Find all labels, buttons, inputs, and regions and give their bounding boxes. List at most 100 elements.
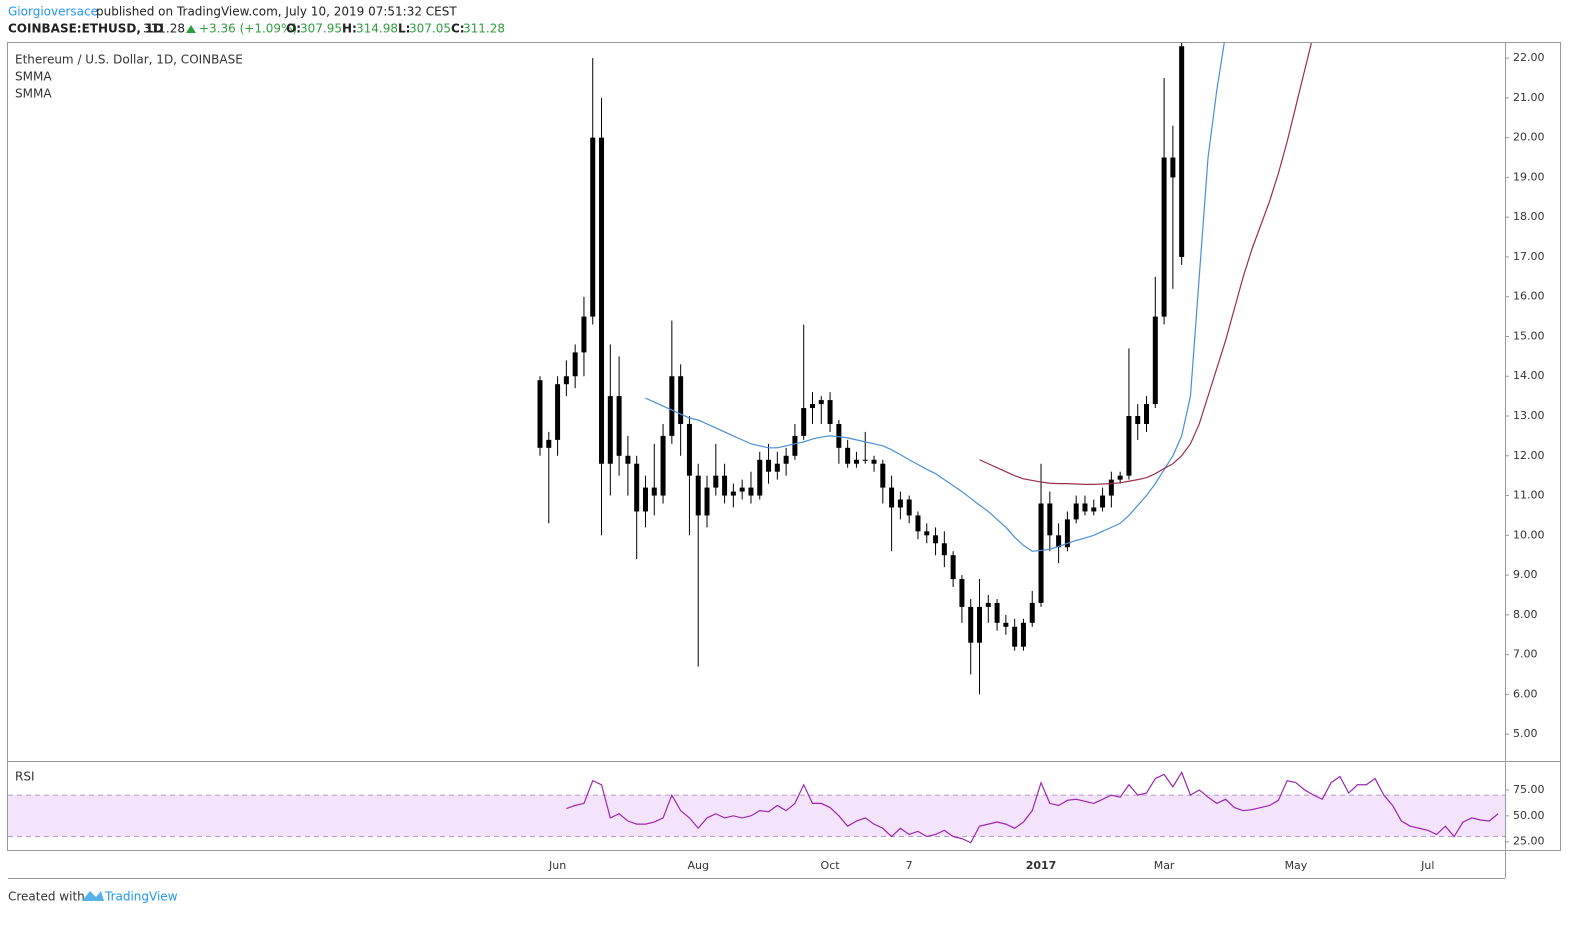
x-tick-label: Jul — [1420, 859, 1434, 872]
y-tick-label: 22.00 — [1513, 51, 1545, 64]
candle-body — [766, 459, 772, 472]
y-tick-label: 17.00 — [1513, 250, 1545, 263]
candle-body — [941, 543, 947, 556]
plot-area — [8, 770, 1505, 844]
y-tick-label: 15.00 — [1513, 329, 1545, 342]
candle-body — [616, 396, 622, 456]
candle-body — [686, 423, 692, 476]
candle-body — [590, 137, 596, 317]
candle-body — [1135, 416, 1141, 424]
candle-body — [1056, 535, 1062, 548]
candle-body — [1161, 157, 1167, 317]
candle-body — [563, 376, 569, 385]
up-arrow — [186, 25, 196, 33]
candle-body — [722, 475, 728, 496]
candle-body — [1100, 495, 1106, 508]
y-tick-label: 18.00 — [1513, 210, 1545, 223]
candle-body — [660, 435, 666, 496]
frame — [7, 42, 1561, 851]
y-tick-label: 75.00 — [1513, 783, 1545, 796]
candle-body — [1073, 503, 1079, 520]
smma-legend: SMMA — [15, 70, 52, 84]
y-tick-label: 7.00 — [1513, 648, 1538, 661]
candle-body — [818, 400, 824, 405]
x-tick-label: 7 — [906, 859, 913, 872]
candle-body — [1170, 157, 1176, 178]
close: 311.28 — [463, 22, 505, 36]
l-label: L: — [398, 22, 410, 36]
rsi-line — [566, 770, 1499, 844]
candle-body — [977, 606, 982, 643]
candle-body — [1117, 475, 1123, 480]
candle-body — [906, 499, 912, 516]
candle-body — [880, 463, 886, 488]
candle-body — [933, 535, 939, 544]
y-tick-label: 14.00 — [1513, 369, 1545, 382]
rsi-legend: RSI — [15, 770, 35, 784]
smma-legend: SMMA — [15, 87, 52, 101]
x-tick-label: May — [1285, 859, 1308, 872]
candle-body — [1020, 622, 1026, 647]
rsi-band — [8, 795, 1505, 837]
x-tick-label: Aug — [687, 859, 708, 872]
y-tick-label: 19.00 — [1513, 170, 1545, 183]
candle-body — [651, 487, 657, 496]
candle-body — [1091, 507, 1097, 512]
candle-body — [1064, 519, 1070, 548]
candle-body — [757, 459, 763, 496]
candle-body — [792, 435, 798, 456]
candle-body — [1179, 46, 1185, 257]
y-tick-label: 5.00 — [1513, 727, 1538, 740]
candle-body — [809, 404, 815, 409]
candle-body — [730, 491, 736, 496]
candle-body — [625, 455, 631, 464]
candle-body — [713, 475, 719, 488]
y-tick-label: 13.00 — [1513, 409, 1545, 422]
y-tick-label: 50.00 — [1513, 809, 1545, 822]
candle-body — [968, 606, 974, 643]
symbol-legend: Ethereum / U.S. Dollar, 1D, COINBASE — [15, 53, 243, 67]
candle-body — [572, 352, 578, 377]
open: 307.95 — [300, 22, 342, 36]
c-label: C: — [451, 22, 465, 36]
candle-body — [924, 531, 930, 536]
candle-body — [634, 463, 640, 512]
candle-body — [607, 396, 613, 464]
candle-body — [1029, 602, 1035, 623]
candle-body — [1038, 503, 1044, 603]
candle-body — [1144, 404, 1150, 424]
brand[interactable]: TradingView — [104, 890, 178, 904]
candle-body — [704, 487, 710, 516]
published: published on TradingView.com, July 10, 2… — [96, 5, 457, 19]
smma-line — [645, 43, 1225, 552]
x-tick-label: Jun — [548, 859, 566, 872]
y-tick-label: 20.00 — [1513, 131, 1545, 144]
y-tick-label: 25.00 — [1513, 835, 1545, 848]
candle-body — [845, 447, 851, 464]
candle-body — [827, 400, 833, 424]
tv-logo[interactable] — [82, 891, 104, 901]
x-tick-label: 2017 — [1026, 859, 1057, 872]
created-with: Created with — [8, 890, 85, 904]
o-label: O: — [286, 22, 301, 36]
candle-body — [546, 439, 552, 448]
candle-body — [783, 455, 789, 464]
y-tick-label: 10.00 — [1513, 528, 1545, 541]
candle-body — [1047, 503, 1053, 536]
candle-body — [889, 487, 895, 508]
candle-body — [950, 555, 956, 580]
candle-body — [915, 515, 921, 532]
y-tick-label: 12.00 — [1513, 449, 1545, 462]
user[interactable]: Giorgioversace — [8, 5, 98, 19]
candle-body — [581, 316, 587, 353]
candle-body — [994, 602, 1000, 623]
candle-body — [1012, 626, 1018, 647]
candle-body — [871, 459, 877, 464]
low: 307.05 — [409, 22, 451, 36]
candle-body — [1082, 503, 1088, 512]
candle-body — [1152, 316, 1158, 405]
candle-body — [695, 475, 701, 516]
candle-body — [862, 459, 868, 461]
candle-body — [1126, 416, 1132, 476]
